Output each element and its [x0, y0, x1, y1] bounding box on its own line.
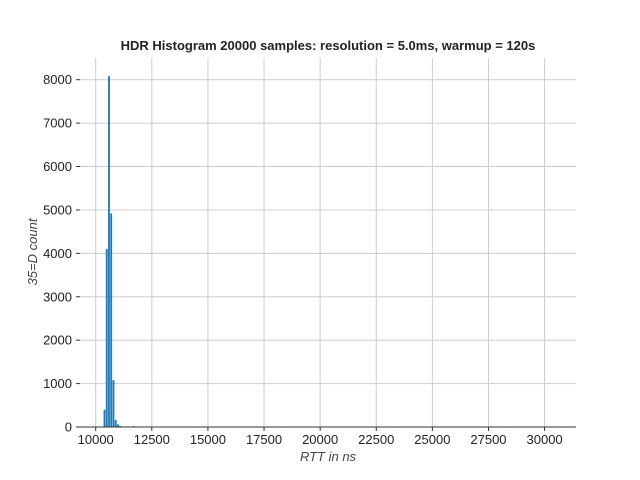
histogram-bar [105, 249, 108, 427]
y-tick-label: 8000 [43, 72, 72, 87]
y-tick-label: 5000 [43, 202, 72, 217]
x-tick-label: 12500 [134, 432, 170, 447]
x-tick-label: 20000 [302, 432, 338, 447]
y-tick-label: 4000 [43, 246, 72, 261]
y-axis-ticks: 0 1000 2000 3000 4000 5000 6000 7000 8000 [43, 72, 80, 435]
y-tick-label: 1000 [43, 376, 72, 391]
x-tick-label: 30000 [527, 432, 563, 447]
histogram-bar [117, 424, 119, 427]
y-tick-label: 6000 [43, 159, 72, 174]
histogram-bar [110, 213, 113, 427]
x-tick-label: 17500 [246, 432, 282, 447]
histogram-bar [119, 425, 122, 427]
histogram-bar [114, 420, 117, 427]
y-tick-label: 2000 [43, 333, 72, 348]
x-tick-label: 15000 [190, 432, 226, 447]
histogram-bar [112, 380, 115, 427]
x-tick-label: 10000 [78, 432, 114, 447]
histogram-bar [108, 76, 110, 427]
histogram-bar [103, 409, 106, 427]
y-tick-label: 0 [65, 420, 72, 435]
chart-title: HDR Histogram 20000 samples: resolution … [121, 38, 536, 53]
y-axis-label: 35=D count [25, 217, 40, 285]
y-tick-label: 7000 [43, 116, 72, 131]
y-tick-label: 3000 [43, 289, 72, 304]
x-tick-label: 25000 [414, 432, 450, 447]
x-tick-label: 22500 [358, 432, 394, 447]
x-axis-label: RTT in ns [300, 449, 357, 464]
x-axis-ticks: 10000 12500 15000 17500 20000 22500 25000 27500… [78, 427, 563, 447]
x-tick-label: 27500 [470, 432, 506, 447]
grid-lines [80, 58, 576, 428]
bars [103, 76, 568, 428]
